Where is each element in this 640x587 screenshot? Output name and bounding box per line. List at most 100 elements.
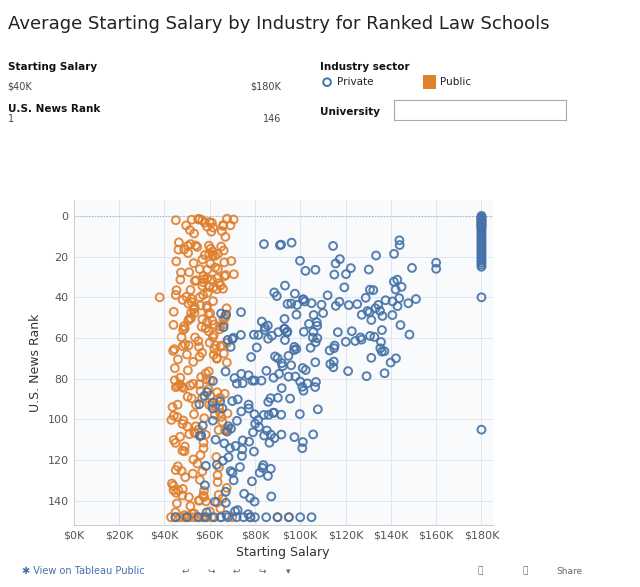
Point xyxy=(191,400,201,410)
Point xyxy=(209,330,219,339)
Point xyxy=(381,296,391,305)
Point xyxy=(310,382,320,392)
Point xyxy=(198,271,209,281)
Point xyxy=(183,241,193,251)
Point xyxy=(245,512,255,522)
Point xyxy=(216,512,226,522)
Point xyxy=(266,492,276,501)
Point xyxy=(183,248,193,258)
Point xyxy=(220,232,230,242)
Point xyxy=(246,352,256,362)
Point xyxy=(198,278,209,287)
Point xyxy=(176,268,186,277)
Point xyxy=(249,410,259,419)
Point xyxy=(476,250,486,259)
Point xyxy=(273,353,283,363)
Point xyxy=(232,505,243,515)
Point xyxy=(298,437,308,447)
Point xyxy=(208,223,218,232)
Point xyxy=(339,283,349,292)
Point xyxy=(228,475,239,485)
Point xyxy=(202,265,212,274)
Point xyxy=(230,441,241,451)
Point xyxy=(189,229,199,238)
Point xyxy=(189,512,199,522)
Point xyxy=(387,311,397,320)
Point xyxy=(280,314,290,323)
Point xyxy=(212,460,222,470)
Point xyxy=(220,426,230,435)
Point xyxy=(476,260,486,269)
Point xyxy=(352,299,362,309)
Point xyxy=(275,241,285,250)
Point xyxy=(280,324,290,333)
Point xyxy=(200,250,210,259)
Point xyxy=(274,369,284,379)
Point xyxy=(312,321,323,330)
Point xyxy=(289,345,300,355)
Point xyxy=(189,427,200,437)
Point xyxy=(206,227,216,237)
Point xyxy=(205,376,216,385)
Point xyxy=(186,294,196,303)
Point xyxy=(172,412,182,421)
Point xyxy=(197,255,207,264)
Point xyxy=(476,239,486,249)
Point xyxy=(189,410,199,419)
Point xyxy=(259,410,269,420)
Point xyxy=(191,241,201,250)
Point xyxy=(168,485,179,495)
Point xyxy=(290,289,300,298)
Point xyxy=(392,302,403,311)
Point xyxy=(302,379,312,388)
Point xyxy=(221,511,232,520)
Point xyxy=(333,328,343,337)
Point xyxy=(199,492,209,501)
Point xyxy=(204,400,214,410)
Point xyxy=(212,285,222,294)
Text: 1: 1 xyxy=(8,113,14,124)
Point xyxy=(202,375,212,384)
Point xyxy=(177,466,187,475)
Point xyxy=(243,510,253,519)
Point xyxy=(213,264,223,274)
Text: $40K: $40K xyxy=(8,82,33,92)
Point xyxy=(329,343,339,353)
Point xyxy=(301,365,311,375)
Point xyxy=(209,512,220,522)
Point xyxy=(173,238,184,247)
Point xyxy=(476,256,486,265)
Point xyxy=(199,486,209,495)
Point xyxy=(185,225,195,235)
Point xyxy=(250,512,260,522)
Point xyxy=(221,271,231,280)
Text: $180K: $180K xyxy=(251,82,282,92)
Point xyxy=(196,372,206,382)
Point xyxy=(300,266,310,275)
Point xyxy=(220,313,230,322)
Point xyxy=(170,508,180,517)
Point xyxy=(237,379,248,388)
Point xyxy=(168,403,178,412)
Point xyxy=(225,221,236,230)
Point xyxy=(431,264,441,274)
Point xyxy=(183,299,193,308)
Point xyxy=(284,351,294,360)
Point xyxy=(216,341,227,350)
Point xyxy=(199,391,209,400)
Point xyxy=(170,512,180,522)
Point xyxy=(396,282,406,292)
Point xyxy=(177,342,188,351)
Point xyxy=(207,401,217,410)
Point xyxy=(476,262,486,271)
Point xyxy=(228,215,239,224)
Point xyxy=(182,350,192,359)
Point xyxy=(282,299,292,309)
Point xyxy=(282,328,292,338)
Point xyxy=(291,372,301,381)
Point xyxy=(205,259,216,268)
Point xyxy=(195,301,205,310)
Point xyxy=(198,438,209,447)
Point xyxy=(179,383,189,393)
Point xyxy=(170,376,180,385)
